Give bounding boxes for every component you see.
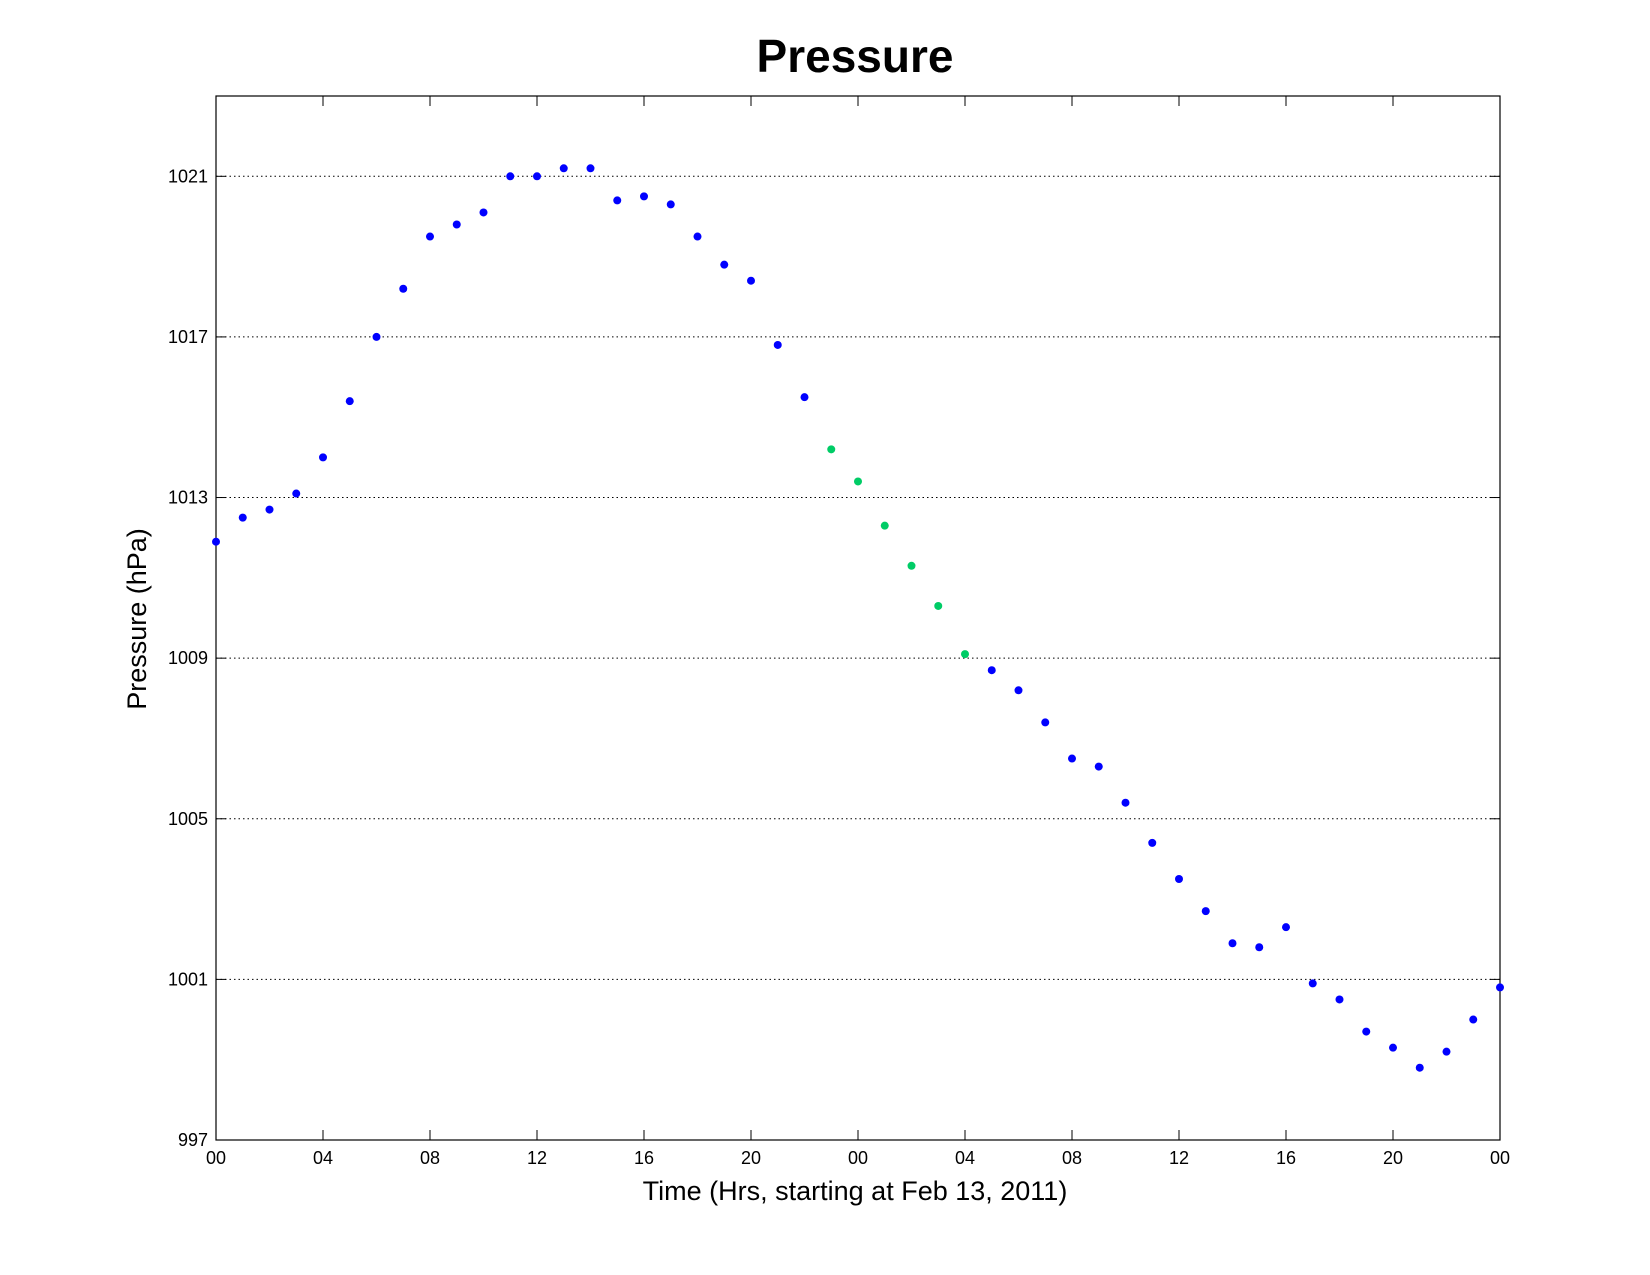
x-tick-label: 04: [313, 1148, 333, 1168]
y-tick-label: 997: [178, 1130, 208, 1150]
x-tick-label: 16: [634, 1148, 654, 1168]
data-point-series-1: [1308, 979, 1317, 988]
data-point-series-1: [1014, 686, 1023, 695]
data-point-series-1: [1255, 943, 1264, 952]
data-point-series-1: [720, 260, 729, 269]
data-point-series-2: [961, 650, 969, 659]
data-point-series-1: [666, 200, 675, 209]
data-point-series-1: [1094, 762, 1103, 771]
data-point-series-1: [533, 172, 541, 181]
y-axis-label: Pressure (hPa): [122, 528, 152, 710]
x-axis-label: Time (Hrs, starting at Feb 13, 2011): [643, 1176, 1068, 1206]
data-point-series-1: [1228, 939, 1237, 948]
data-point-series-1: [265, 505, 274, 514]
data-points: [212, 164, 1504, 1072]
data-point-series-2: [827, 445, 836, 454]
x-tick-label: 20: [1383, 1148, 1403, 1168]
grid-lines: [216, 175, 1500, 980]
y-tick-label: 1021: [168, 166, 208, 186]
data-point-series-1: [319, 453, 327, 462]
data-point-series-1: [238, 513, 247, 522]
data-point-series-1: [1415, 1063, 1424, 1072]
x-tick-label: 00: [848, 1148, 868, 1168]
x-tick-label: 16: [1276, 1148, 1296, 1168]
data-point-series-1: [1469, 1015, 1478, 1024]
data-point-series-1: [479, 208, 488, 217]
data-point-series-2: [880, 521, 889, 530]
data-point-series-1: [506, 172, 515, 181]
data-point-series-1: [1121, 798, 1130, 807]
data-point-series-2: [907, 561, 916, 570]
y-tick-label: 1013: [168, 488, 208, 508]
data-point-series-1: [693, 232, 702, 241]
data-point-series-2: [934, 601, 943, 610]
data-point-series-1: [586, 164, 595, 173]
data-point-series-1: [987, 666, 996, 675]
data-point-series-1: [559, 164, 568, 173]
x-tick-label: 12: [527, 1148, 547, 1168]
data-point-series-1: [747, 276, 755, 285]
data-point-series-1: [1335, 995, 1344, 1004]
data-point-series-1: [1068, 754, 1076, 763]
x-axis: 00 04 08 12 16 20 00 04 08 12 16 20 00: [206, 96, 1510, 1168]
y-axis: 997 1001 1005 1009 1013 1017 1021: [168, 166, 1500, 1150]
data-point-series-1: [640, 192, 648, 201]
data-point-series-1: [1041, 718, 1050, 727]
x-tick-label: 00: [1490, 1148, 1510, 1168]
data-point-series-1: [1362, 1027, 1371, 1036]
y-tick-label: 1009: [168, 648, 208, 668]
data-point-series-1: [1282, 923, 1290, 932]
plot-area: [215, 95, 1501, 1141]
data-point-series-1: [1148, 838, 1157, 847]
data-point-series-1: [1389, 1043, 1397, 1052]
data-point-series-1: [212, 537, 220, 546]
data-point-series-1: [613, 196, 622, 205]
data-point-series-1: [292, 489, 301, 498]
data-point-series-1: [800, 393, 809, 402]
data-point-series-1: [399, 284, 408, 293]
data-point-series-1: [773, 340, 782, 349]
y-tick-label: 1005: [168, 809, 208, 829]
data-point-series-1: [1201, 907, 1210, 916]
x-tick-label: 12: [1169, 1148, 1189, 1168]
data-point-series-1: [1175, 875, 1183, 883]
chart-title: Pressure: [757, 30, 954, 82]
x-tick-label: 04: [955, 1148, 975, 1168]
x-tick-label: 08: [420, 1148, 440, 1168]
x-tick-label: 20: [741, 1148, 761, 1168]
data-point-series-1: [1496, 983, 1504, 992]
data-point-series-2: [854, 477, 862, 486]
x-tick-label: 08: [1062, 1148, 1082, 1168]
x-tick-label: 00: [206, 1148, 226, 1168]
data-point-series-1: [1442, 1047, 1451, 1056]
data-point-series-1: [452, 220, 461, 229]
data-point-series-1: [345, 397, 354, 406]
data-point-series-1: [372, 332, 381, 341]
y-tick-label: 1017: [168, 327, 208, 347]
data-point-series-1: [426, 232, 434, 241]
y-tick-label: 1001: [168, 969, 208, 989]
